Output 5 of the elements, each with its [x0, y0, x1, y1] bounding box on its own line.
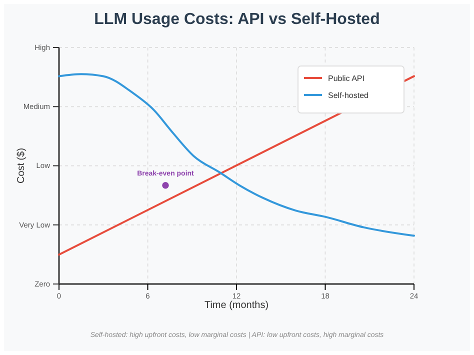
chart-title: LLM Usage Costs: API vs Self-Hosted [94, 11, 380, 28]
legend-label: Public API [328, 74, 364, 83]
x-axis-title: Time (months) [204, 300, 269, 311]
y-axis-title: Cost ($) [16, 148, 27, 184]
legend-label: Self-hosted [328, 91, 368, 100]
